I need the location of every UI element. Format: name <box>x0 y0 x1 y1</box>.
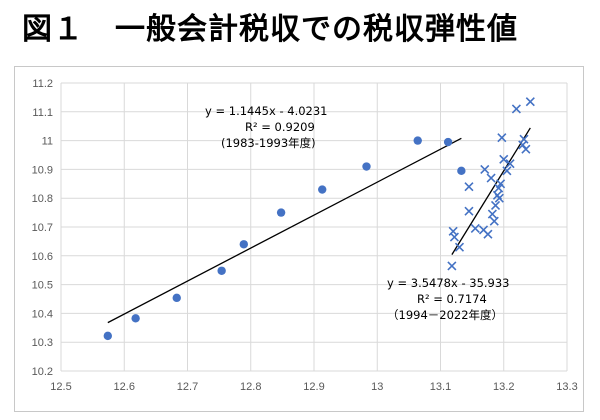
data-point-x <box>494 193 504 203</box>
data-point-x <box>490 200 501 210</box>
x-tick-label: 13 <box>371 381 383 393</box>
trendline-annotation-1: y = 1.1445x - 4.0231 <box>205 104 328 118</box>
y-tick-label: 11.1 <box>32 107 53 119</box>
data-point-circle <box>239 240 248 249</box>
data-point-circle <box>457 166 466 176</box>
data-point-x <box>525 97 535 107</box>
x-tick-label: 13.3 <box>556 381 577 393</box>
data-point-x <box>487 209 497 219</box>
data-point-circle <box>131 314 140 323</box>
data-point-circle <box>413 136 422 145</box>
x-tick-label: 12.7 <box>177 381 198 393</box>
y-tick-label: 10.5 <box>32 280 53 292</box>
data-point-x <box>470 223 480 234</box>
trendline-annotation-2: R² = 0.7174 <box>417 292 487 306</box>
data-point-x <box>449 232 459 242</box>
y-tick-label: 10.9 <box>32 164 53 176</box>
data-point-x <box>511 104 521 114</box>
x-tick-label: 12.8 <box>240 381 261 393</box>
data-point-circle <box>318 185 327 194</box>
data-point-circle <box>443 137 453 147</box>
data-point-x <box>502 166 512 176</box>
x-tick-label: 12.5 <box>50 381 71 393</box>
data-point-x <box>505 159 515 169</box>
x-tick-label: 12.9 <box>303 381 324 393</box>
y-tick-label: 10.8 <box>32 193 53 205</box>
data-point-circle <box>217 266 226 275</box>
data-point-x <box>480 164 490 174</box>
y-tick-label: 11.2 <box>32 78 53 90</box>
data-point-x <box>519 134 529 144</box>
data-point-x <box>521 144 531 154</box>
data-point-circle <box>172 293 181 303</box>
x-tick-label: 12.6 <box>114 381 135 393</box>
scatter-chart: 10.2 10.3 10.4 10.5 10.6 10.7 10.8 10.9 11 11.1 11… <box>32 78 578 393</box>
data-point-x <box>497 133 507 143</box>
trendline-annotation-1: (1983-1993年度) <box>221 136 316 150</box>
data-point-x <box>464 182 474 192</box>
data-point-x <box>483 229 493 239</box>
y-tick-label: 10.3 <box>32 337 53 349</box>
data-point-x <box>447 261 457 271</box>
data-point-x <box>496 179 506 189</box>
data-point-x <box>499 154 509 164</box>
data-point-circle <box>362 162 371 171</box>
data-point-circle <box>276 208 286 217</box>
y-tick-label: 10.2 <box>32 366 53 378</box>
y-tick-label: 10.4 <box>32 308 53 320</box>
data-point-x <box>489 216 499 226</box>
y-tick-label: 11 <box>42 136 53 148</box>
data-point-x <box>486 173 496 183</box>
chart-frame: 10.2 10.3 10.4 10.5 10.6 10.7 10.8 10.9 11 11.1 11… <box>14 66 584 412</box>
trendline-annotation-1: R² = 0.9209 <box>245 120 315 134</box>
page-title: 図１ 一般会計税収での税収弾性値 <box>22 12 518 47</box>
x-tick-label: 13.2 <box>493 381 514 393</box>
trendline-1 <box>107 137 462 324</box>
data-point-circle <box>103 331 113 341</box>
trendline-2 <box>451 127 531 255</box>
x-tick-label: 13.1 <box>430 381 451 393</box>
trendline-annotation-2: （1994－2022年度） <box>387 308 503 322</box>
y-tick-label: 10.6 <box>32 251 53 263</box>
data-point-x <box>464 206 474 216</box>
data-point-x <box>454 242 465 252</box>
trendline-annotation-2: y = 3.5478x - 35.933 <box>387 276 510 290</box>
y-tick-label: 10.7 <box>32 222 53 234</box>
